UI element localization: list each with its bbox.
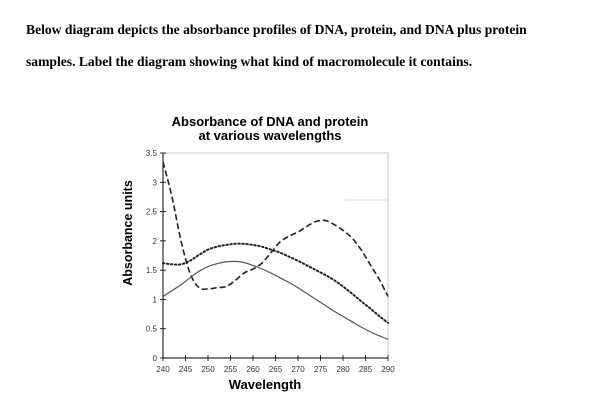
- x-tick-label: 285: [359, 365, 373, 374]
- chart-title: Absorbance of DNA and protein at various…: [150, 115, 390, 143]
- series-line-dotted: [162, 242, 389, 324]
- chart-title-line-1: Absorbance of DNA and protein: [171, 114, 369, 129]
- y-tick-label: 0: [153, 354, 158, 363]
- x-tick-label: 290: [381, 365, 395, 374]
- y-tick-label: 3.5: [146, 149, 158, 158]
- x-tick-label: 250: [201, 365, 215, 374]
- x-tick-label: 240: [156, 365, 170, 374]
- series-lines: [162, 161, 389, 340]
- question-text: Below diagram depicts the absorbance pro…: [26, 14, 576, 78]
- y-axis-ticks: 0 0.5 1 1.5 2 2.5 3 3.5: [146, 149, 166, 363]
- x-tick-label: 270: [291, 365, 305, 374]
- y-tick-label: 2.5: [146, 208, 158, 217]
- question-line-1: Below diagram depicts the absorbance pro…: [26, 22, 527, 37]
- series-line-solid: [162, 260, 389, 340]
- y-tick-label: 3: [153, 178, 158, 187]
- question-line-2: samples. Label the diagram showing what …: [26, 54, 473, 69]
- x-tick-label: 260: [246, 365, 260, 374]
- x-tick-label: 245: [179, 365, 193, 374]
- x-tick-label: 265: [269, 365, 283, 374]
- chart-title-line-2: at various wavelengths: [198, 128, 342, 143]
- x-axis-ticks: 240 245 250 255 260 265 270 275 280 285 290: [156, 355, 395, 374]
- x-axis-label: Wavelength: [228, 377, 302, 392]
- x-tick-label: 275: [314, 365, 328, 374]
- x-tick-label: 280: [336, 365, 350, 374]
- y-tick-label: 0.5: [146, 325, 158, 334]
- y-tick-label: 1.5: [146, 266, 158, 275]
- series-line-dashed: [162, 161, 389, 297]
- y-tick-label: 2: [153, 237, 158, 246]
- x-tick-label: 255: [224, 365, 238, 374]
- y-tick-label: 1: [153, 295, 158, 304]
